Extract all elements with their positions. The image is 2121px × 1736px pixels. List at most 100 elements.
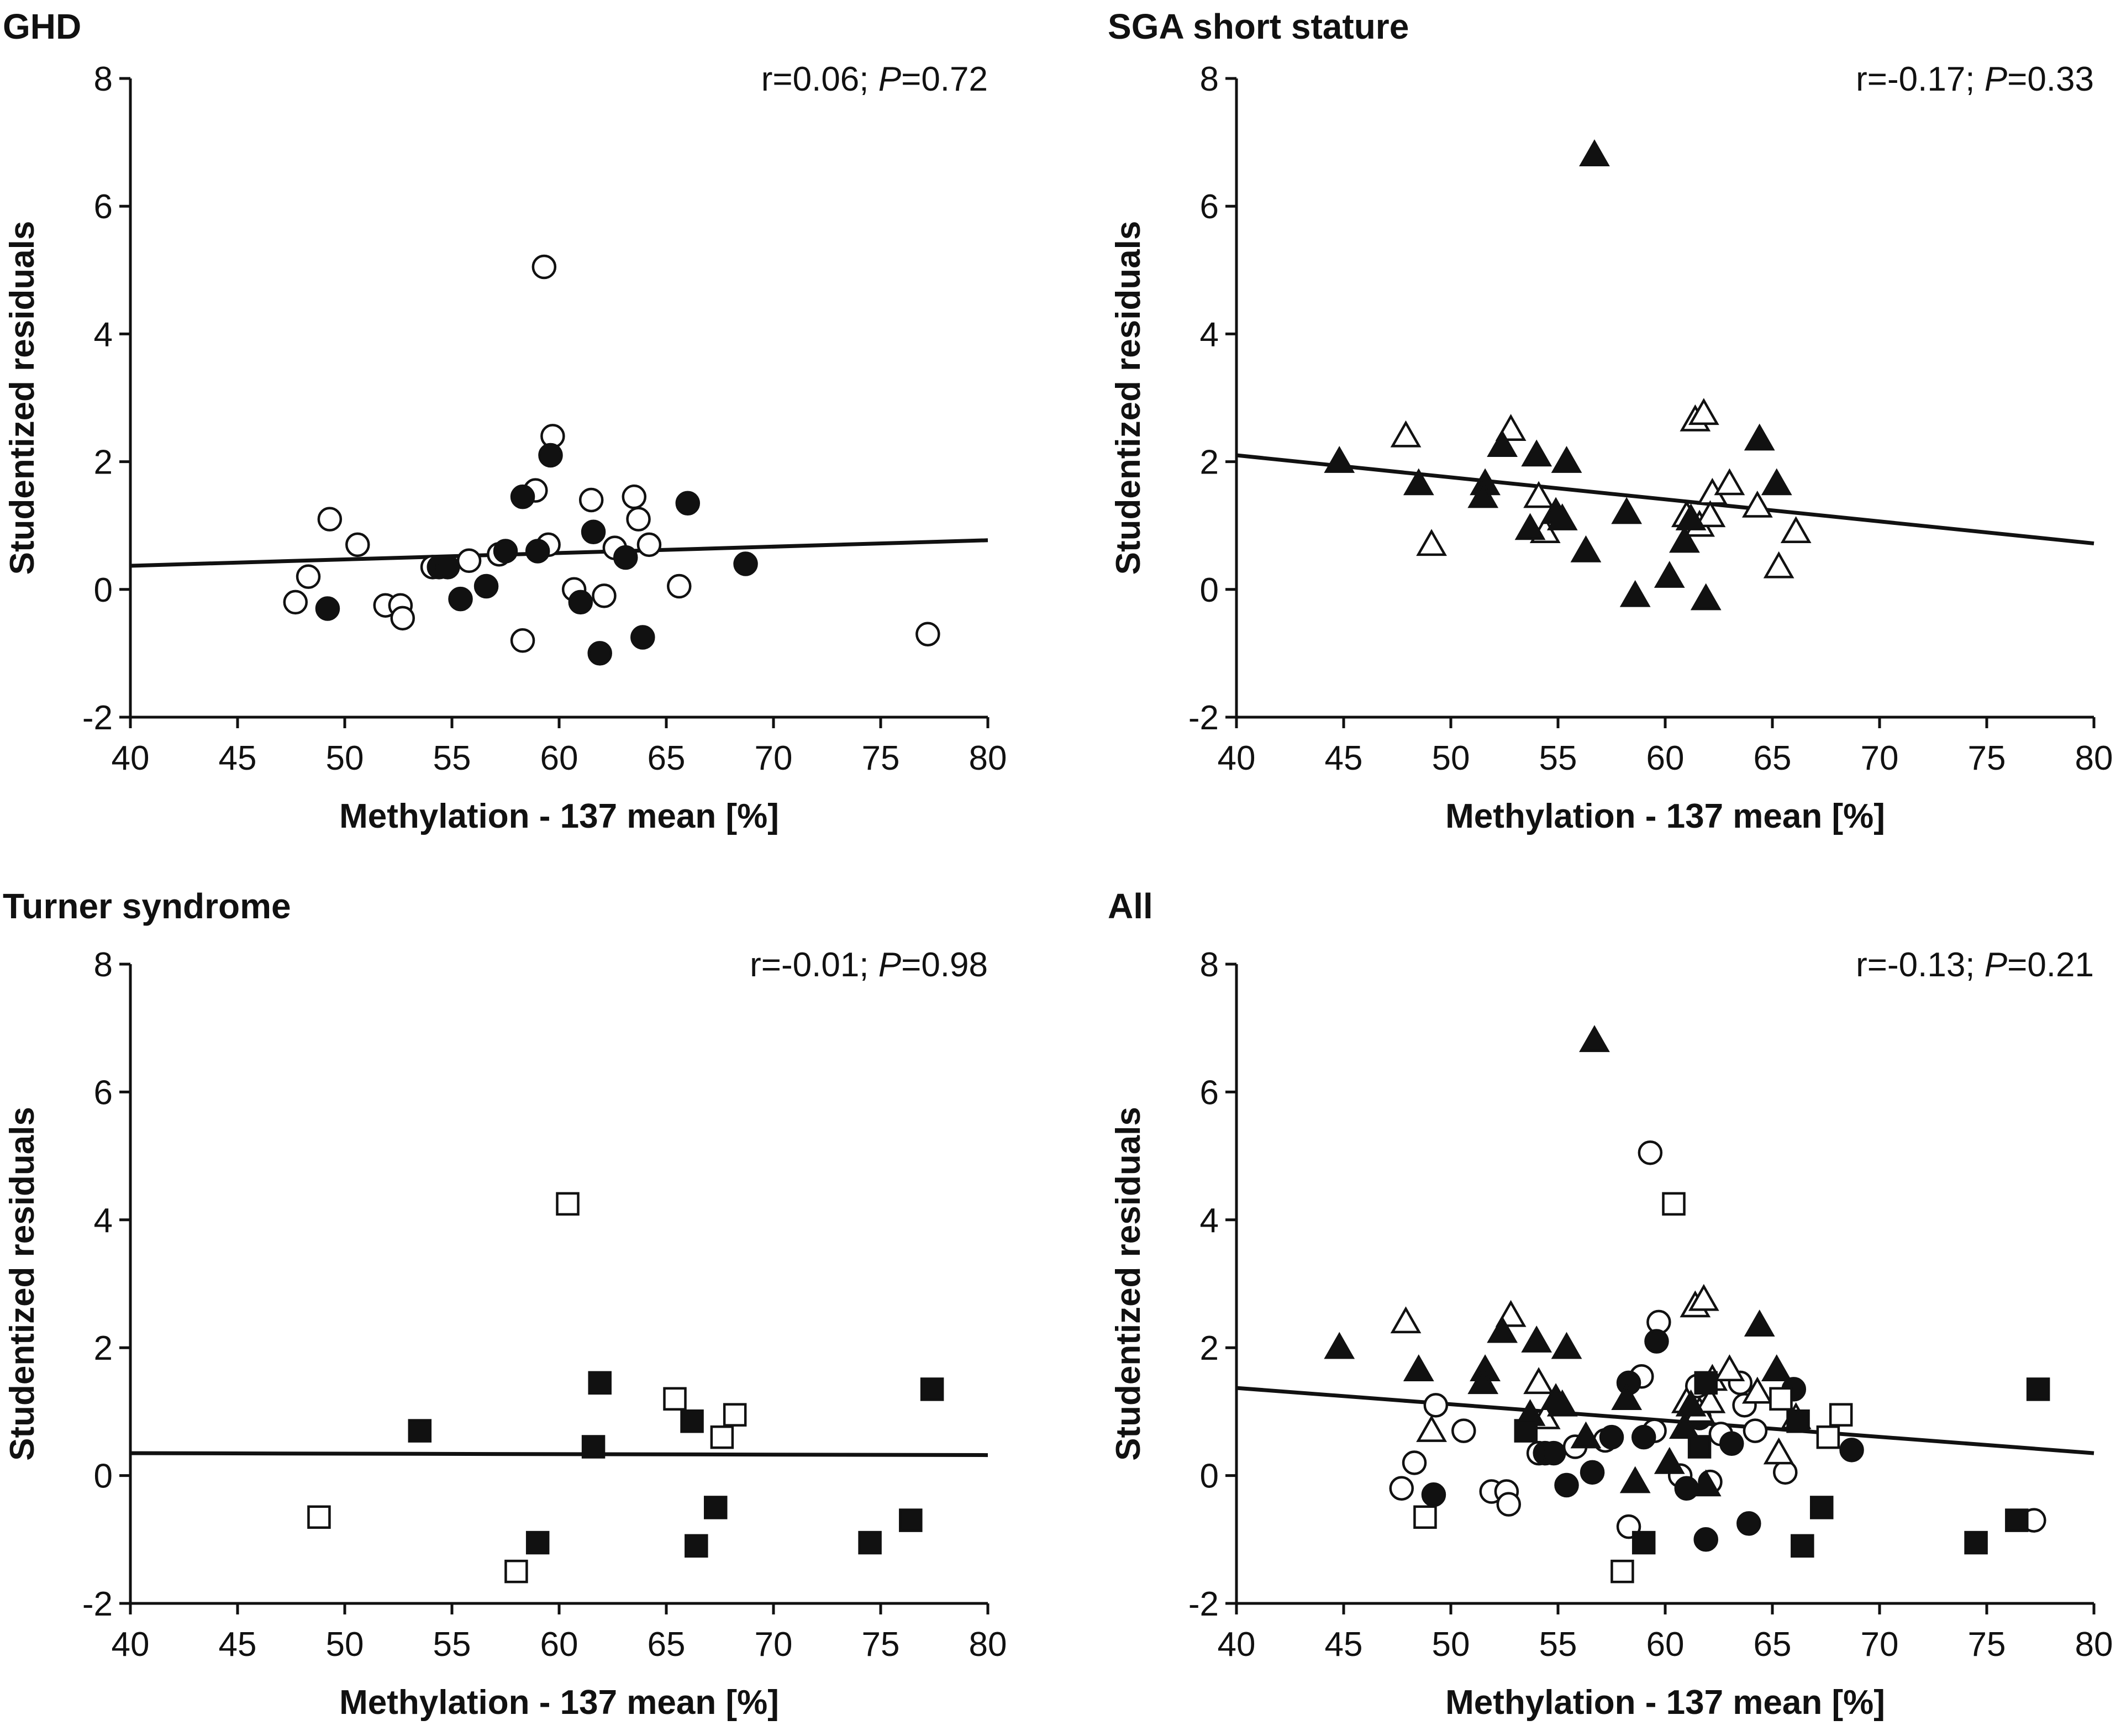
x-tick-label: 75 <box>862 1625 900 1664</box>
filled-square-point <box>581 1435 606 1459</box>
filled-square-point <box>525 1530 550 1555</box>
filled-circle-point <box>525 539 550 564</box>
open-triangle-point <box>1741 1376 1773 1404</box>
x-tick-label: 65 <box>648 1625 686 1664</box>
open-triangle-point <box>1694 500 1726 528</box>
filled-square-point <box>680 1409 704 1433</box>
filled-square-point <box>1514 1419 1538 1443</box>
open-triangle-point <box>1390 1306 1422 1334</box>
filled-circle-point <box>510 484 535 509</box>
filled-triangle-point <box>1514 513 1546 540</box>
series-square-open <box>1413 1192 1853 1584</box>
filled-triangle-point <box>1690 583 1722 611</box>
x-tick-label: 55 <box>1539 1625 1577 1664</box>
filled-square-point <box>2005 1508 2029 1532</box>
open-circle-point <box>636 532 662 557</box>
open-circle-point <box>1402 1450 1427 1475</box>
open-square-point <box>710 1425 734 1449</box>
open-circle-point <box>345 532 370 557</box>
scatter-panel-4: All -2 0 2 4 6 8 40 45 50 55 60 65 70 75 80 Methylation … <box>1108 886 2113 1722</box>
filled-circle-point <box>1580 1460 1605 1485</box>
filled-square-point <box>1964 1530 1988 1555</box>
filled-circle-point <box>1421 1482 1446 1507</box>
filled-circle-point <box>315 596 340 621</box>
x-tick-label: 60 <box>1646 739 1685 777</box>
y-tick-label: 8 <box>94 60 113 98</box>
filled-square-point <box>1694 1371 1718 1395</box>
p-label: P <box>878 60 901 98</box>
filled-circle-point <box>1554 1472 1579 1498</box>
open-circle-point <box>1743 1418 1768 1443</box>
filled-circle-point <box>448 586 473 612</box>
x-tick-label: 80 <box>969 739 1007 777</box>
panel-title: All <box>1108 886 1153 926</box>
filled-triangle-point <box>1403 1354 1434 1381</box>
x-tick-label: 50 <box>326 739 364 777</box>
y-tick-label: 8 <box>1200 946 1219 984</box>
r-value: r=-0.17; <box>1856 60 1985 98</box>
x-tick-label: 50 <box>326 1625 364 1664</box>
open-triangle-point <box>1688 1283 1719 1311</box>
y-axis-label: Studentized residuals <box>1109 221 1148 575</box>
filled-circle-point <box>1839 1438 1864 1463</box>
y-axis-label: Studentized residuals <box>3 221 41 575</box>
open-circle-point <box>1451 1418 1476 1443</box>
filled-circle-point <box>435 555 460 580</box>
filled-circle-point <box>568 590 593 615</box>
x-tick-label: 75 <box>1968 739 2006 777</box>
open-triangle-point <box>1741 490 1773 518</box>
filled-circle-point <box>473 574 499 599</box>
panel-title: GHD <box>3 7 81 46</box>
y-tick-label: 6 <box>1200 188 1219 226</box>
r-value: r=0.06; <box>761 60 878 98</box>
open-square-point <box>1769 1387 1793 1411</box>
x-tick-label: 45 <box>219 739 257 777</box>
filled-circle-point <box>630 625 655 650</box>
filled-triangle-point <box>1487 1316 1518 1343</box>
y-tick-label: 4 <box>94 315 113 354</box>
filled-triangle-point <box>1324 446 1355 473</box>
y-tick-label: 0 <box>94 571 113 609</box>
open-triangle-point <box>1523 481 1554 508</box>
x-axis-label: Methylation - 137 mean [%] <box>339 797 779 835</box>
filled-square-point <box>685 1534 708 1558</box>
filled-triangle-point <box>1611 1383 1643 1411</box>
x-tick-label: 40 <box>112 1625 150 1664</box>
open-circle-point <box>456 548 482 574</box>
y-axis-label: Studentized residuals <box>3 1107 41 1461</box>
regression-line <box>130 538 988 568</box>
y-tick-label: -2 <box>82 699 113 737</box>
x-tick-label: 65 <box>1754 1625 1792 1664</box>
open-circle-point <box>578 487 604 513</box>
x-tick-label: 60 <box>540 1625 578 1664</box>
filled-triangle-point <box>1761 1354 1792 1381</box>
y-tick-label: 0 <box>1200 1458 1219 1496</box>
filled-triangle-point <box>1487 430 1518 457</box>
r-value: r=-0.13; <box>1856 946 1985 984</box>
series-triangle-filled <box>1324 139 1792 611</box>
correlation-annotation: r=-0.17; P=0.33 <box>1856 60 2094 98</box>
open-triangle-point <box>1390 420 1422 448</box>
y-tick-label: 6 <box>94 1074 113 1112</box>
x-tick-label: 55 <box>433 1625 471 1664</box>
filled-triangle-point <box>1675 1389 1707 1417</box>
filled-triangle-point <box>1551 446 1582 473</box>
filled-circle-point <box>581 519 606 545</box>
y-tick-label: 8 <box>1200 60 1219 98</box>
y-tick-label: 8 <box>94 946 113 984</box>
y-tick-label: 2 <box>94 444 113 482</box>
series-triangle-open <box>1390 398 1812 578</box>
filled-triangle-point <box>1579 1025 1610 1053</box>
x-tick-label: 60 <box>1646 1625 1685 1664</box>
open-square-point <box>1816 1425 1840 1449</box>
scatter-panel-2: SGA short stature -2 0 2 4 6 8 40 45 50 55 60 65 70 75… <box>1108 7 2113 835</box>
x-tick-label: 45 <box>219 1625 257 1664</box>
p-label: P <box>878 946 901 984</box>
filled-circle-point <box>1541 1440 1566 1466</box>
x-tick-label: 45 <box>1325 739 1363 777</box>
series-circle-open <box>1389 1140 2046 1539</box>
x-axis-label: Methylation - 137 mean [%] <box>1445 797 1885 835</box>
filled-triangle-point <box>1403 468 1434 496</box>
open-triangle-point <box>1416 1415 1447 1442</box>
